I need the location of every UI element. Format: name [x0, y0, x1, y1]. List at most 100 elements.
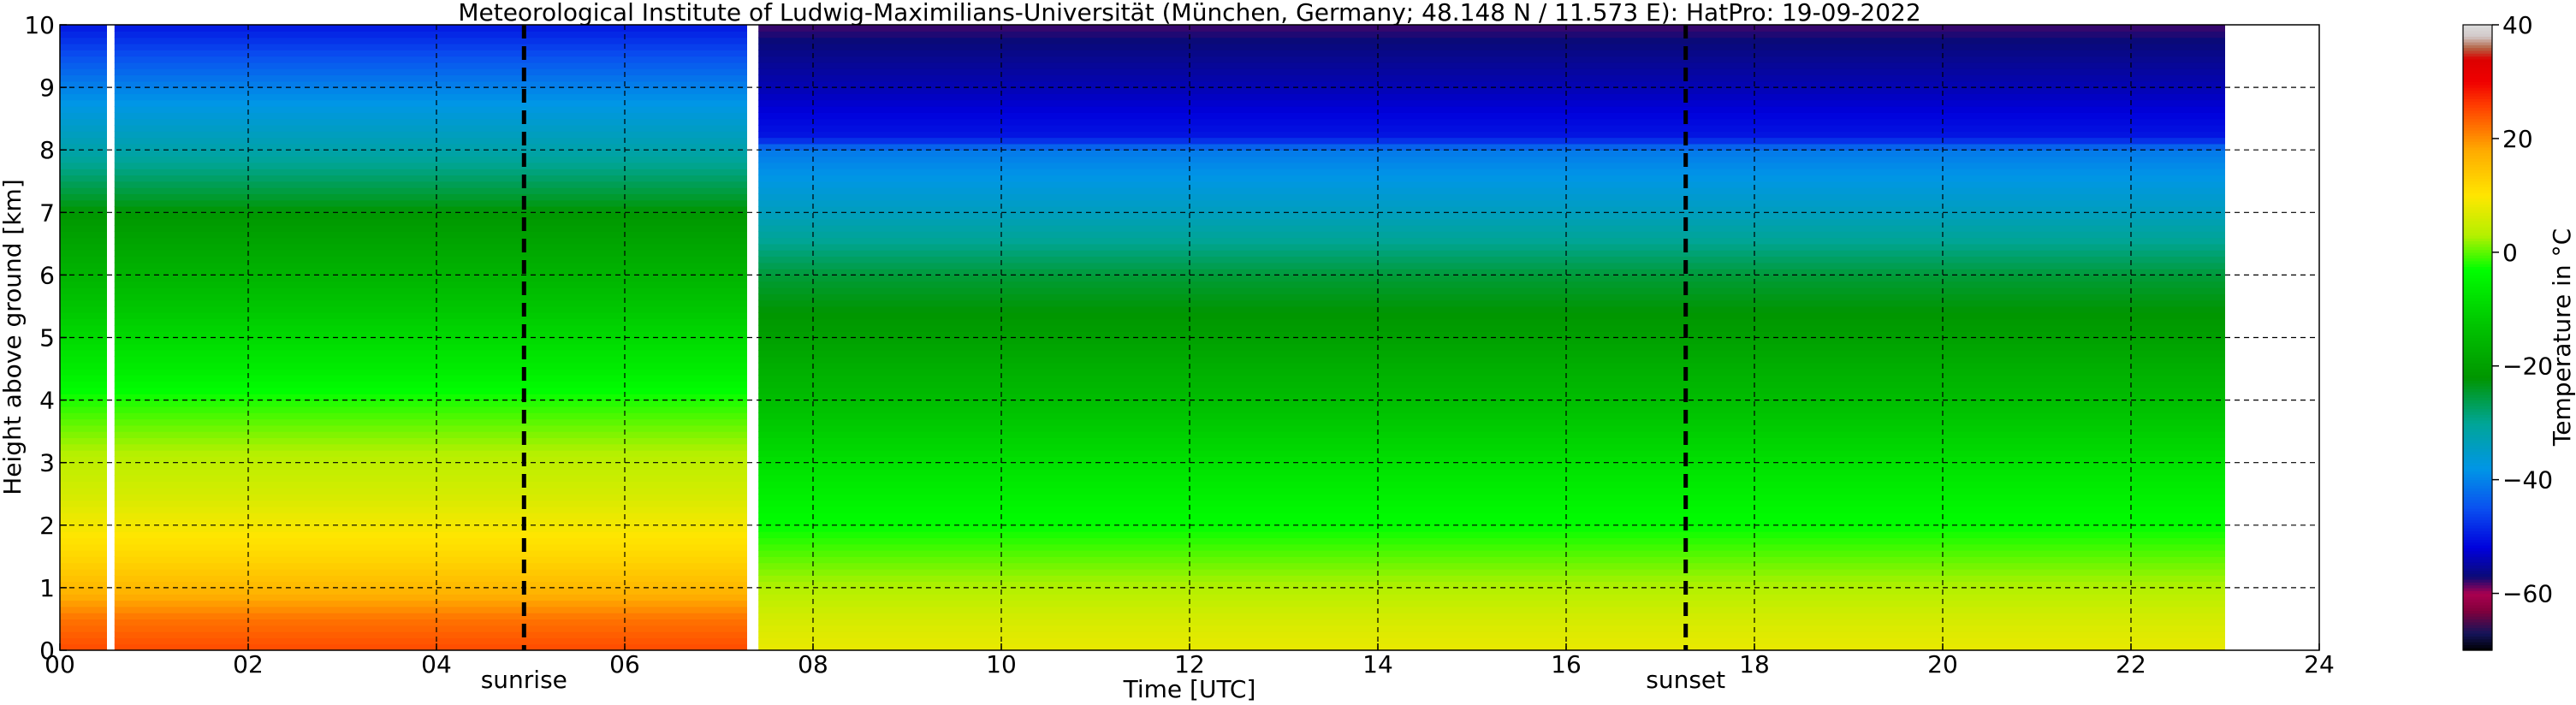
heatmap-cell [60, 543, 107, 551]
heatmap-cell [60, 237, 107, 245]
heatmap-cell [114, 437, 748, 445]
heatmap-cell [758, 387, 2226, 394]
x-tick-label: 24 [2304, 650, 2335, 678]
heatmap-cell [114, 625, 748, 632]
colorbar-segment [2463, 184, 2492, 187]
heatmap-cell [758, 643, 2226, 650]
colorbar-segment [2463, 511, 2492, 515]
colorbar-segment [2463, 234, 2492, 239]
colorbar-segment [2463, 246, 2492, 251]
colorbar-segment [2463, 326, 2492, 330]
heatmap-cell [60, 487, 107, 495]
colorbar-segment [2463, 647, 2492, 651]
heatmap-cell [114, 224, 748, 232]
heatmap-cell [114, 350, 748, 358]
heatmap-cell [114, 106, 748, 113]
heatmap-cell [758, 231, 2226, 239]
colorbar-segment [2463, 206, 2492, 210]
heatmap-cell [758, 406, 2226, 413]
colorbar-segment [2463, 644, 2492, 649]
heatmap-cell [758, 56, 2226, 63]
heatmap-cell [758, 305, 2226, 313]
colorbar-segment [2463, 445, 2492, 449]
y-tick-label: 4 [39, 387, 55, 415]
heatmap-cell [758, 343, 2226, 351]
heatmap-cell [114, 299, 748, 307]
heatmap-cell [114, 581, 748, 589]
colorbar-segment [2463, 533, 2492, 537]
colorbar-segment [2463, 363, 2492, 367]
heatmap-cell [758, 494, 2226, 501]
heatmap-cell [60, 162, 107, 169]
colorbar-segment [2463, 201, 2492, 204]
heatmap-cell [114, 568, 748, 576]
colorbar-segment [2463, 595, 2492, 600]
heatmap-cell [60, 231, 107, 239]
heatmap-cell [114, 68, 748, 76]
colorbar-segment [2463, 451, 2492, 455]
colorbar-segment [2463, 340, 2492, 344]
colorbar-segment [2463, 39, 2492, 43]
heatmap-cell [758, 437, 2226, 445]
heatmap-cell [60, 275, 107, 282]
heatmap-cell [114, 237, 748, 245]
colorbar-segment [2463, 209, 2492, 213]
colorbar-segment [2463, 630, 2492, 634]
heatmap-cell [758, 281, 2226, 288]
colorbar-segment [2463, 599, 2492, 603]
heatmap-cell [60, 518, 107, 526]
y-tick-label: 7 [39, 198, 55, 227]
heatmap-cell [60, 381, 107, 388]
heatmap-cell [60, 137, 107, 145]
heatmap-cell [758, 269, 2226, 275]
heatmap-cell [60, 293, 107, 301]
heatmap-cell [114, 287, 748, 294]
heatmap-cell [758, 37, 2226, 44]
heatmap-cell [60, 175, 107, 182]
heatmap-cell [60, 343, 107, 351]
colorbar-segment [2463, 528, 2492, 532]
colorbar-segment [2463, 118, 2492, 122]
colorbar-frame [2462, 24, 2493, 651]
heatmap-cell [60, 562, 107, 570]
colorbar-segment [2463, 610, 2492, 614]
colorbar-segment [2463, 431, 2492, 435]
heatmap-cell [60, 450, 107, 457]
heatmap-cell [114, 293, 748, 301]
heatmap-cell [60, 619, 107, 626]
colorbar-segment [2463, 462, 2492, 466]
heatmap-cell [60, 281, 107, 288]
y-tick-label: 9 [39, 74, 55, 102]
heatmap-cell [114, 331, 748, 339]
heatmap-cell [60, 500, 107, 507]
colorbar-segment [2463, 41, 2492, 45]
heatmap-cell [758, 613, 2226, 620]
heatmap-cell [60, 143, 107, 151]
heatmap-cell [114, 175, 748, 182]
heatmap-cell [114, 637, 748, 645]
heatmap-cell [758, 93, 2226, 101]
sunrise-label: sunrise [481, 666, 567, 694]
heatmap-cell [60, 550, 107, 557]
heatmap-cell [114, 118, 748, 126]
colorbar-segment [2463, 113, 2492, 116]
heatmap-cell [60, 613, 107, 620]
colorbar-segment [2463, 141, 2492, 145]
colorbar-segment [2463, 121, 2492, 125]
heatmap-cell [60, 406, 107, 413]
heatmap-cell [758, 581, 2226, 589]
heatmap-cell [60, 156, 107, 163]
heatmap-cell [60, 625, 107, 632]
heatmap-cell [60, 124, 107, 132]
heatmap-cell [114, 424, 748, 432]
colorbar-tick-label: −20 [2502, 352, 2553, 381]
colorbar-segment [2463, 434, 2492, 438]
heatmap-cell [758, 162, 2226, 169]
heatmap-cells [60, 25, 2226, 650]
heatmap-cell [60, 443, 107, 451]
heatmap-cell [114, 143, 748, 151]
heatmap-cell [114, 56, 748, 63]
colorbar-segment [2463, 289, 2492, 293]
heatmap-cell [60, 568, 107, 576]
colorbar-segment [2463, 567, 2492, 572]
